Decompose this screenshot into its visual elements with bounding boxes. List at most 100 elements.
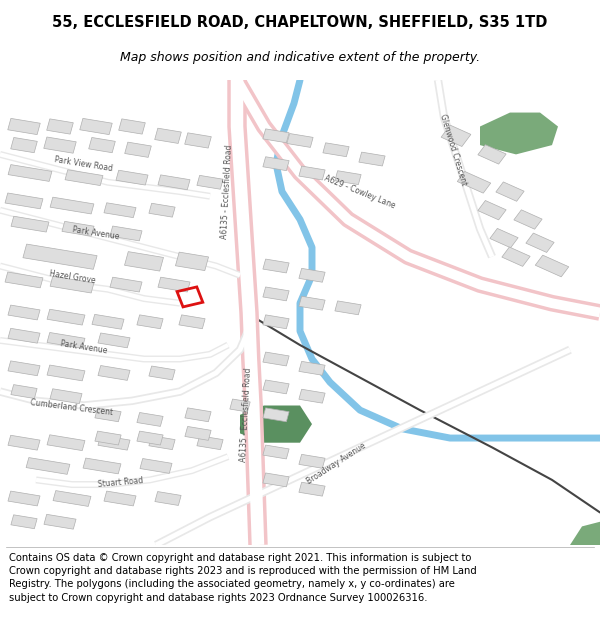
Polygon shape — [263, 129, 289, 142]
Polygon shape — [137, 412, 163, 426]
Polygon shape — [478, 201, 506, 220]
Polygon shape — [149, 436, 175, 449]
Polygon shape — [98, 366, 130, 381]
Polygon shape — [570, 522, 600, 545]
Polygon shape — [119, 119, 145, 134]
Polygon shape — [11, 384, 37, 399]
Polygon shape — [8, 361, 40, 376]
Polygon shape — [8, 118, 40, 134]
Polygon shape — [5, 193, 43, 209]
Polygon shape — [8, 164, 52, 181]
Polygon shape — [47, 435, 85, 451]
Text: Hazel Grove: Hazel Grove — [48, 269, 96, 286]
Polygon shape — [8, 435, 40, 450]
Polygon shape — [155, 492, 181, 506]
Polygon shape — [11, 216, 49, 232]
Polygon shape — [514, 210, 542, 229]
Polygon shape — [185, 133, 211, 148]
Polygon shape — [44, 514, 76, 529]
Polygon shape — [197, 176, 223, 189]
Polygon shape — [197, 436, 223, 449]
Polygon shape — [50, 197, 94, 214]
Polygon shape — [116, 170, 148, 185]
Polygon shape — [535, 255, 569, 277]
Polygon shape — [299, 166, 325, 180]
Polygon shape — [263, 287, 289, 301]
Text: Park Avenue: Park Avenue — [72, 225, 120, 242]
Polygon shape — [490, 228, 518, 248]
Polygon shape — [263, 157, 289, 171]
Text: Park View Road: Park View Road — [54, 154, 114, 173]
Polygon shape — [263, 408, 289, 422]
Polygon shape — [137, 315, 163, 329]
Text: A6135 - Ecclesfield Road: A6135 - Ecclesfield Road — [239, 368, 253, 462]
Polygon shape — [457, 171, 491, 193]
Text: Broadway Avenue: Broadway Avenue — [305, 441, 367, 486]
Text: Cumberland Crescent: Cumberland Crescent — [30, 398, 114, 418]
Polygon shape — [80, 118, 112, 134]
Polygon shape — [137, 431, 163, 445]
Polygon shape — [47, 309, 85, 325]
Polygon shape — [98, 435, 130, 450]
Polygon shape — [323, 143, 349, 157]
Polygon shape — [125, 142, 151, 158]
Polygon shape — [502, 247, 530, 266]
Text: 55, ECCLESFIELD ROAD, CHAPELTOWN, SHEFFIELD, S35 1TD: 55, ECCLESFIELD ROAD, CHAPELTOWN, SHEFFI… — [52, 15, 548, 30]
Polygon shape — [26, 458, 70, 474]
Polygon shape — [335, 171, 361, 184]
Polygon shape — [263, 352, 289, 366]
Polygon shape — [50, 276, 94, 293]
Polygon shape — [240, 406, 312, 442]
Polygon shape — [47, 332, 85, 348]
Polygon shape — [11, 515, 37, 529]
Polygon shape — [50, 389, 82, 404]
Polygon shape — [89, 138, 115, 152]
Polygon shape — [299, 482, 325, 496]
Polygon shape — [480, 112, 558, 154]
Polygon shape — [287, 134, 313, 148]
Polygon shape — [263, 315, 289, 329]
Polygon shape — [359, 152, 385, 166]
Text: Park Avenue: Park Avenue — [60, 339, 108, 356]
Text: A629 - Cowley Lane: A629 - Cowley Lane — [323, 173, 397, 210]
Polygon shape — [299, 454, 325, 468]
Text: Map shows position and indicative extent of the property.: Map shows position and indicative extent… — [120, 51, 480, 64]
Polygon shape — [44, 137, 76, 153]
Polygon shape — [95, 431, 121, 445]
Polygon shape — [53, 491, 91, 506]
Polygon shape — [5, 272, 43, 288]
Polygon shape — [104, 202, 136, 217]
Polygon shape — [299, 296, 325, 310]
Text: A6135 - Ecclesfield Road: A6135 - Ecclesfield Road — [220, 144, 234, 239]
Polygon shape — [263, 473, 289, 487]
Polygon shape — [62, 221, 94, 236]
Polygon shape — [110, 277, 142, 292]
Polygon shape — [175, 252, 209, 271]
Polygon shape — [95, 408, 121, 422]
Polygon shape — [47, 365, 85, 381]
Polygon shape — [149, 366, 175, 380]
Polygon shape — [496, 182, 524, 201]
Polygon shape — [65, 170, 103, 186]
Polygon shape — [110, 226, 142, 241]
Polygon shape — [299, 361, 325, 375]
Polygon shape — [140, 459, 172, 473]
Polygon shape — [263, 259, 289, 273]
Polygon shape — [179, 315, 205, 329]
Polygon shape — [441, 125, 471, 146]
Polygon shape — [263, 380, 289, 394]
Polygon shape — [125, 252, 163, 271]
Polygon shape — [185, 408, 211, 422]
Text: Stuart Road: Stuart Road — [97, 476, 143, 489]
Text: Contains OS data © Crown copyright and database right 2021. This information is : Contains OS data © Crown copyright and d… — [9, 553, 477, 602]
Polygon shape — [23, 244, 97, 269]
Polygon shape — [230, 399, 250, 412]
Polygon shape — [185, 426, 211, 441]
Polygon shape — [155, 128, 181, 143]
Polygon shape — [92, 314, 124, 329]
Polygon shape — [263, 445, 289, 459]
Polygon shape — [526, 233, 554, 253]
Polygon shape — [149, 203, 175, 217]
Polygon shape — [11, 138, 37, 152]
Polygon shape — [478, 145, 506, 164]
